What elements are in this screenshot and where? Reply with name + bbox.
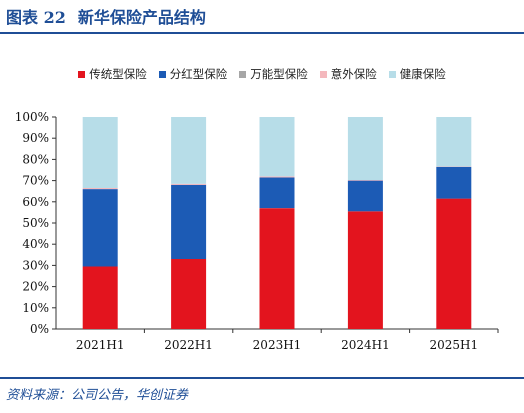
bar-segment bbox=[436, 117, 472, 167]
y-tick-label: 20% bbox=[22, 280, 49, 294]
x-tick-label: 2023H1 bbox=[253, 338, 302, 352]
bar-segment bbox=[347, 180, 383, 212]
chart-legend: 传统型保险 分红型保险 万能型保险 意外保险 健康保险 bbox=[0, 66, 524, 82]
bar-segment bbox=[259, 176, 295, 178]
legend-label: 万能型保险 bbox=[250, 67, 308, 81]
y-tick-label: 80% bbox=[22, 152, 49, 166]
y-tick-label: 50% bbox=[22, 216, 49, 230]
bar-segment bbox=[347, 180, 383, 181]
y-tick-label: 70% bbox=[22, 174, 49, 188]
legend-swatch bbox=[388, 70, 396, 78]
bar-segment bbox=[171, 259, 207, 329]
x-tick-label: 2025H1 bbox=[429, 338, 478, 352]
y-tick-label: 10% bbox=[22, 301, 49, 315]
y-tick-label: 60% bbox=[22, 195, 49, 209]
legend-label: 分红型保险 bbox=[169, 67, 228, 81]
top-rule bbox=[0, 32, 524, 34]
y-tick-label: 90% bbox=[22, 131, 49, 145]
bar-segment bbox=[259, 117, 295, 177]
source-note: 资料来源：公司公告，华创证券 bbox=[6, 388, 189, 403]
x-tick-label: 2022H1 bbox=[164, 338, 213, 352]
y-tick-label: 100% bbox=[15, 110, 49, 124]
chart-title: 新华保险产品结构 bbox=[77, 8, 206, 27]
y-tick-label: 40% bbox=[22, 237, 49, 251]
bar-segment bbox=[347, 117, 383, 180]
x-tick-label: 2024H1 bbox=[341, 338, 390, 352]
legend-item: 意外保险 bbox=[319, 66, 377, 82]
bar-segment bbox=[82, 266, 118, 329]
figure-label: 图表 22 bbox=[6, 8, 66, 27]
legend-swatch bbox=[158, 70, 166, 78]
bar-segment bbox=[436, 198, 472, 329]
legend-swatch bbox=[239, 70, 247, 78]
legend-label: 健康保险 bbox=[399, 67, 446, 81]
legend-item: 万能型保险 bbox=[239, 66, 308, 82]
bar-segment bbox=[82, 188, 118, 190]
legend-swatch bbox=[319, 70, 327, 78]
legend-item: 分红型保险 bbox=[158, 66, 228, 82]
stacked-bar-chart: 0% 10% 20% 30% 40% 50% 60% 70% 80% 90% 100% 2021H1 2… bbox=[15, 110, 499, 352]
bottom-rule bbox=[0, 377, 524, 379]
figure-title: 图表 22 新华保险产品结构 bbox=[6, 4, 206, 28]
bar-segment bbox=[347, 211, 383, 329]
bar-segment bbox=[82, 117, 118, 188]
y-tick-label: 0% bbox=[30, 322, 49, 336]
legend-label: 意外保险 bbox=[330, 67, 377, 81]
x-tick-label: 2021H1 bbox=[76, 338, 125, 352]
legend-swatch bbox=[78, 70, 86, 78]
bar-segment bbox=[171, 117, 207, 184]
bar-segment bbox=[436, 166, 472, 199]
bar-segment bbox=[171, 184, 207, 259]
y-tick-label: 30% bbox=[22, 258, 49, 272]
bar-segment bbox=[259, 177, 295, 209]
legend-item: 健康保险 bbox=[388, 66, 446, 82]
bar-segment bbox=[259, 208, 295, 329]
legend-item: 传统型保险 bbox=[78, 66, 147, 82]
bar-segment bbox=[171, 183, 207, 185]
bar-segment bbox=[82, 189, 118, 267]
legend-label: 传统型保险 bbox=[89, 67, 147, 81]
